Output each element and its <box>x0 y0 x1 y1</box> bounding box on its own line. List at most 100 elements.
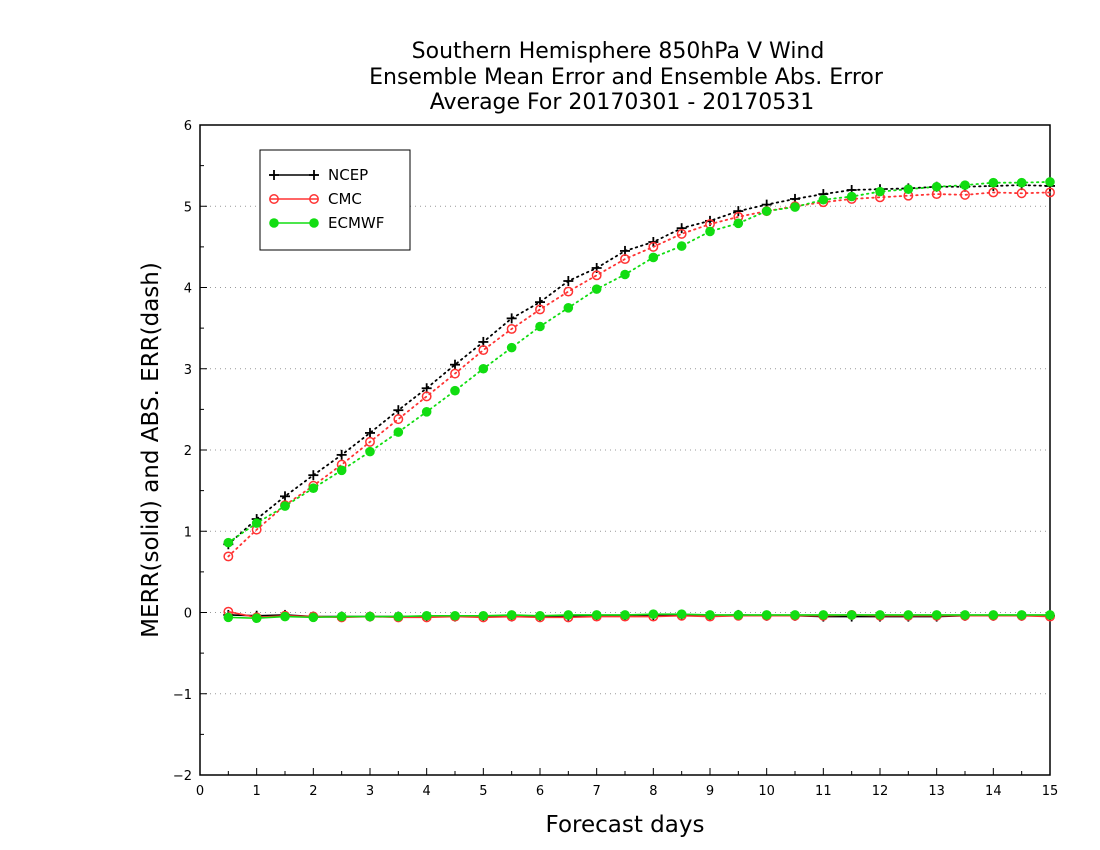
series-ecmwf-mean-err-point-10 <box>506 610 517 620</box>
series-ecmwf-mean-err-point-12 <box>563 610 574 620</box>
series-ecmwf-abs-err-point-19 <box>761 206 772 216</box>
x-tick-label-11: 11 <box>815 784 832 799</box>
series-ecmwf-abs-err-point-6 <box>393 427 404 437</box>
y-axis-label: MERR(solid) and ABS. ERR(dash) <box>138 262 164 638</box>
series-ecmwf-mean-err-point-27 <box>988 610 999 620</box>
series-cmc-abs-err-point-28 <box>1016 188 1027 199</box>
series-cmc-abs-err-point-27 <box>988 187 999 198</box>
y-tick-label-6: 4 <box>184 282 192 297</box>
series-ecmwf-mean-err-point-16 <box>676 609 687 619</box>
series-ecmwf-abs-err-point-14 <box>620 269 630 280</box>
series-cmc-abs-err-point-9 <box>478 345 489 356</box>
series-ecmwf-abs-err-point-22 <box>846 191 857 202</box>
y-tick-label-3: 1 <box>184 525 192 540</box>
series-ecmwf-mean-err-point-6 <box>393 611 404 622</box>
y-tick-label-5: 3 <box>184 363 192 378</box>
x-tick-label-6: 6 <box>536 784 544 799</box>
series-ecmwf-abs-err-point-13 <box>591 284 602 294</box>
x-tick-label-9: 9 <box>706 784 714 799</box>
series-cmc-abs-err-point-5 <box>365 436 375 447</box>
legend-label-ecmwf: ECMWF <box>328 214 384 232</box>
chart-title-line-3: Average For 20170301 - 20170531 <box>430 90 815 115</box>
series-ecmwf-abs-err-point-20 <box>790 202 800 212</box>
legend-label-cmc: CMC <box>328 190 362 208</box>
x-axis-label: Forecast days <box>546 812 705 838</box>
series-ecmwf-abs-err-point-24 <box>903 184 914 194</box>
series-ecmwf-abs-err-point-28 <box>1016 177 1027 188</box>
legend-marker-left-ecmwf <box>269 218 279 228</box>
series-ecmwf-abs-err-point-1 <box>251 518 262 528</box>
series-ecmwf-mean-err-point-25 <box>931 610 942 620</box>
x-tick-label-14: 14 <box>985 784 1002 799</box>
series-ecmwf-abs-err-point-3 <box>308 483 319 493</box>
series-ecmwf-mean-err-point-17 <box>705 610 715 620</box>
series-cmc-abs-err-point-10 <box>506 323 517 334</box>
series-ncep-abs-err-point-12 <box>563 276 574 286</box>
y-axis-ticks: −2 −1 0 1 2 3 4 5 6 <box>173 119 207 784</box>
legend-box <box>259 149 411 251</box>
series-cmc-abs-err-point-12 <box>563 286 574 297</box>
series-cmc-abs-err-point-13 <box>591 270 602 281</box>
series-ecmwf-abs-err-point-26 <box>960 180 970 190</box>
series-ecmwf-mean-err-point-11 <box>535 610 545 621</box>
series-ecmwf-mean-err-point-18 <box>733 610 744 620</box>
y-tick-label-7: 5 <box>184 200 192 215</box>
series-ecmwf <box>223 177 1055 623</box>
series-cmc-abs-err-point-29 <box>1045 187 1055 198</box>
legend-label-ncep: NCEP <box>328 166 368 184</box>
series-ecmwf-mean-err-point-22 <box>846 610 857 620</box>
series-ecmwf-abs-err-point-23 <box>875 186 885 197</box>
series-layer <box>223 177 1055 623</box>
y-tick-label-0: −2 <box>173 769 192 784</box>
y-tick-label-8: 6 <box>184 119 192 134</box>
series-ecmwf-mean-err-point-28 <box>1016 610 1027 620</box>
series-ecmwf-mean-err-point-13 <box>591 610 602 620</box>
series-ecmwf-mean-err-point-21 <box>818 610 829 620</box>
series-ecmwf-mean-err-point-29 <box>1045 610 1055 620</box>
series-ecmwf-mean-err-point-3 <box>308 612 319 623</box>
series-ecmwf-abs-err-point-29 <box>1045 177 1055 187</box>
x-tick-label-12: 12 <box>872 784 889 799</box>
x-axis-ticks: 0 1 2 3 4 5 6 7 8 9 10 11 12 13 14 15 <box>196 768 1058 799</box>
series-ncep-abs-err-point-8 <box>450 359 460 370</box>
series-cmc <box>223 187 1055 623</box>
series-ecmwf-mean-err-point-5 <box>365 611 375 622</box>
series-ecmwf-mean-err-point-20 <box>790 610 800 620</box>
legend-marker-right-cmc <box>309 194 319 204</box>
series-ecmwf-abs-err-point-8 <box>450 385 460 396</box>
series-ncep-abs-err-point-6 <box>393 405 404 416</box>
series-ncep-abs-err-point-16 <box>676 223 687 234</box>
series-ecmwf-mean-err-point-26 <box>960 610 970 620</box>
x-tick-label-15: 15 <box>1042 784 1059 799</box>
y-tick-label-1: −1 <box>173 688 192 703</box>
series-ecmwf-mean-err-point-7 <box>421 610 432 621</box>
series-ecmwf-abs-err-point-25 <box>931 181 942 192</box>
chart-title-line-1: Southern Hemisphere 850hPa V Wind <box>412 39 825 64</box>
series-cmc-abs-err-point-7 <box>421 391 432 402</box>
x-tick-label-13: 13 <box>928 784 945 799</box>
series-ncep-abs-err-point-2 <box>280 491 290 502</box>
series-ncep-abs-err-point-3 <box>308 470 319 481</box>
x-tick-label-7: 7 <box>593 784 601 799</box>
chart-title: Southern Hemisphere 850hPa V Wind Ensemb… <box>369 39 884 115</box>
x-tick-label-10: 10 <box>758 784 775 799</box>
legend-marker-left-cmc <box>269 194 279 204</box>
series-ecmwf-abs-err-point-17 <box>705 226 715 237</box>
series-cmc-abs-err-point-8 <box>450 368 460 379</box>
series-ecmwf-mean-err-point-8 <box>450 610 460 621</box>
series-ecmwf-mean-err-point-19 <box>761 610 772 620</box>
series-ecmwf-mean-err-point-1 <box>251 613 262 623</box>
series-ecmwf-mean-err-point-4 <box>336 611 347 622</box>
series-ecmwf-mean-err-point-24 <box>903 610 914 620</box>
series-ncep-abs-err-point-4 <box>336 449 347 460</box>
x-tick-label-1: 1 <box>253 784 261 799</box>
series-ecmwf-abs-err-point-15 <box>648 252 659 263</box>
x-tick-label-8: 8 <box>649 784 657 799</box>
series-cmc-abs-err-point-26 <box>960 189 970 200</box>
series-ecmwf-abs-err-point-0 <box>223 537 234 548</box>
series-ecmwf-abs-err-point-10 <box>506 342 517 353</box>
chart-title-line-2: Ensemble Mean Error and Ensemble Abs. Er… <box>369 65 884 90</box>
series-cmc-abs-err-point-0 <box>223 551 234 562</box>
series-ecmwf-abs-err-point-5 <box>365 446 375 457</box>
series-ecmwf-mean-err-point-9 <box>478 610 489 621</box>
